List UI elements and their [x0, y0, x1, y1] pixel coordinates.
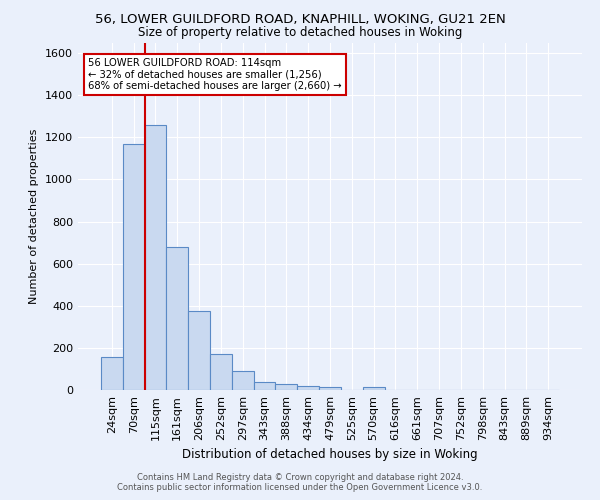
Bar: [275, 384, 297, 390]
Bar: [145, 124, 166, 390]
Bar: [363, 387, 385, 390]
Bar: [254, 382, 275, 390]
Y-axis label: Number of detached properties: Number of detached properties: [29, 128, 40, 304]
Bar: [188, 311, 210, 390]
Text: 56 LOWER GUILDFORD ROAD: 114sqm
← 32% of detached houses are smaller (1,256)
68%: 56 LOWER GUILDFORD ROAD: 114sqm ← 32% of…: [88, 58, 342, 92]
Bar: [297, 386, 319, 390]
Text: 56, LOWER GUILDFORD ROAD, KNAPHILL, WOKING, GU21 2EN: 56, LOWER GUILDFORD ROAD, KNAPHILL, WOKI…: [95, 12, 505, 26]
Bar: [101, 358, 123, 390]
Text: Size of property relative to detached houses in Woking: Size of property relative to detached ho…: [138, 26, 462, 39]
Bar: [210, 354, 232, 390]
Text: Contains HM Land Registry data © Crown copyright and database right 2024.
Contai: Contains HM Land Registry data © Crown c…: [118, 473, 482, 492]
Bar: [166, 247, 188, 390]
X-axis label: Distribution of detached houses by size in Woking: Distribution of detached houses by size …: [182, 448, 478, 462]
Bar: [123, 144, 145, 390]
Bar: [232, 372, 254, 390]
Bar: [319, 387, 341, 390]
